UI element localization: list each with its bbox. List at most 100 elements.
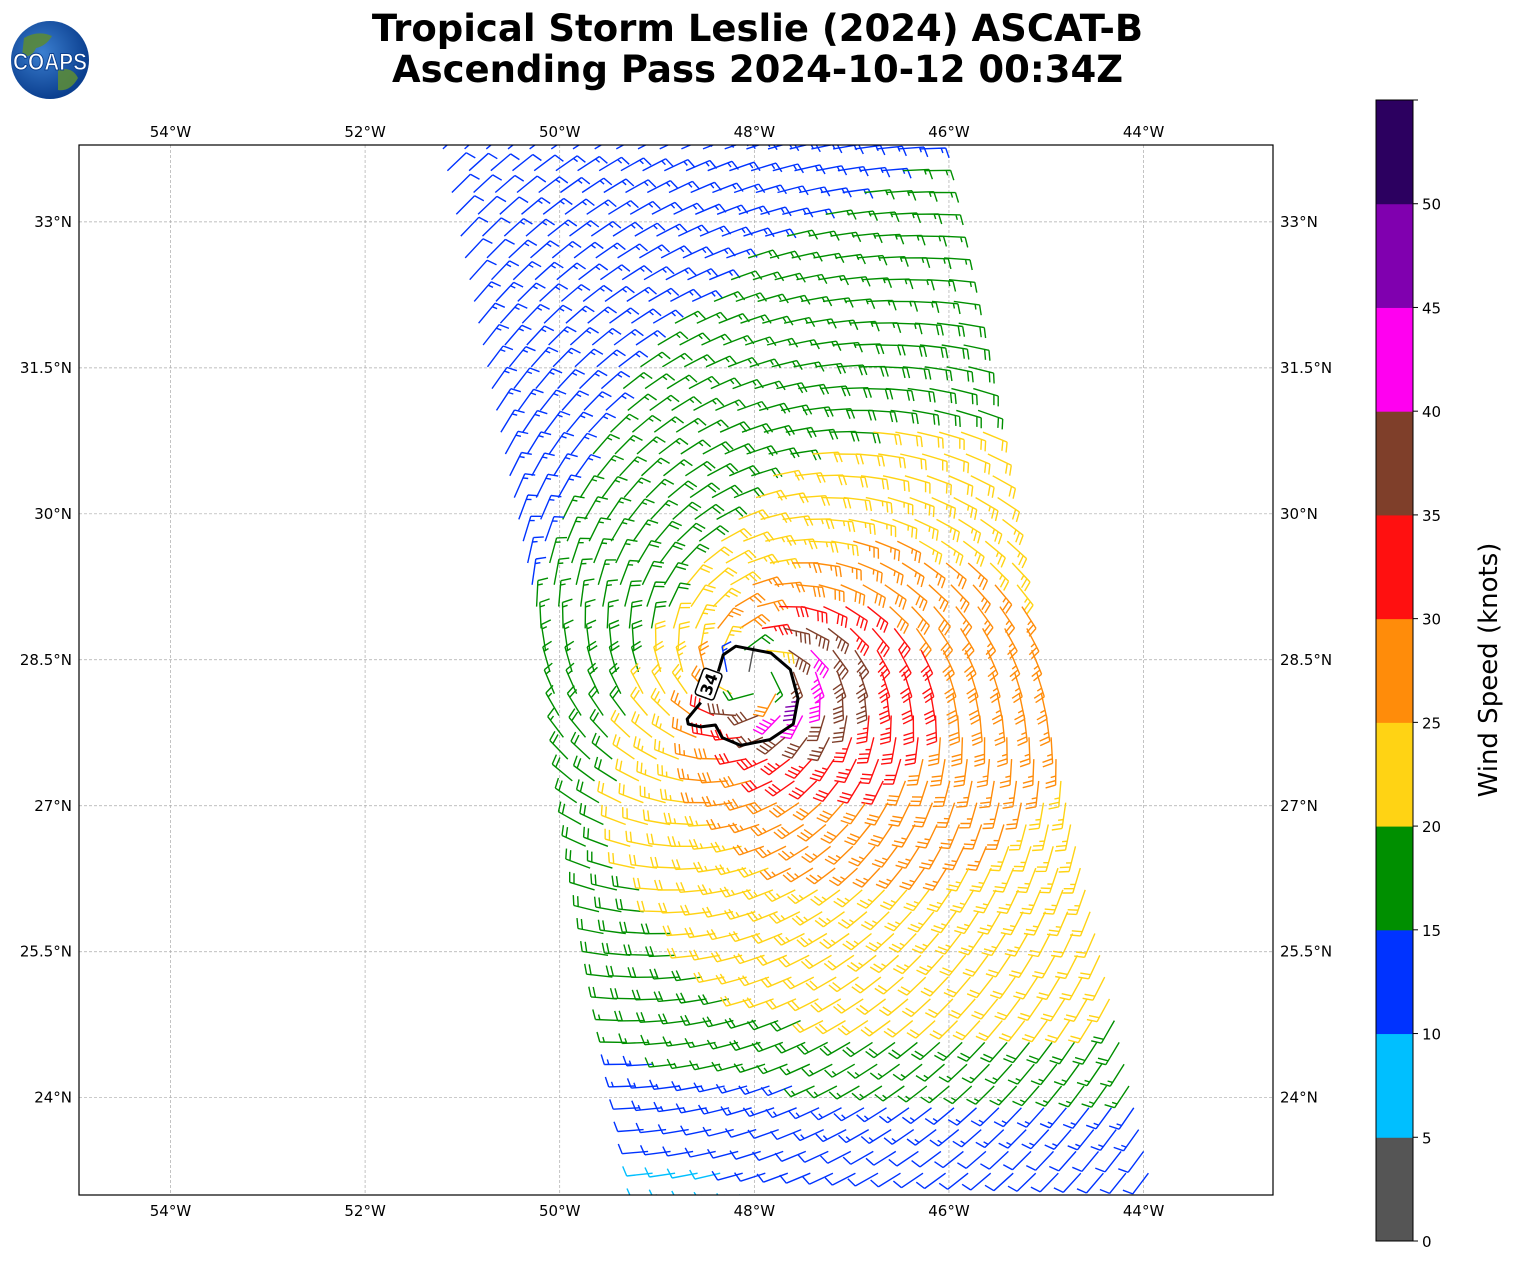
wind-barb (915, 1063, 945, 1082)
wind-barb (952, 1020, 981, 1041)
wind-barb (1002, 1150, 1032, 1171)
wind-barb (837, 911, 868, 929)
wind-barb (490, 260, 520, 281)
wind-barb (662, 1146, 694, 1157)
wind-barb (981, 933, 1007, 957)
wind-barb (994, 998, 1021, 1021)
wind-barb (900, 257, 931, 269)
wind-barb (597, 780, 622, 804)
coaps-logo: COAPS (11, 21, 89, 99)
wind-barb (1021, 1129, 1050, 1150)
wind-barb (756, 1063, 788, 1075)
wind-barb (1039, 1194, 1041, 1195)
wind-barb (1072, 1150, 1100, 1173)
wind-barb (623, 477, 651, 499)
wind-barb (762, 315, 794, 326)
wind-barb (569, 327, 599, 346)
wind-barb (724, 1017, 757, 1029)
wind-barb (902, 366, 932, 380)
wind-barb (809, 540, 839, 553)
wind-barb (651, 713, 675, 738)
wind-barb (573, 241, 604, 259)
wind-barb (455, 195, 485, 215)
wind-barb (957, 1041, 986, 1062)
wind-barb (760, 976, 792, 988)
wind-barb (639, 1145, 671, 1156)
wind-barb (588, 986, 617, 1000)
wind-barb (526, 431, 552, 455)
wind-barb (881, 1194, 883, 1195)
wind-barb (915, 1172, 947, 1190)
wind-barb (622, 807, 649, 826)
wind-barb (901, 998, 931, 1018)
wind-barb (708, 567, 738, 586)
wind-barb (921, 453, 948, 472)
wind-barb (705, 355, 738, 368)
wind-barb (864, 802, 889, 826)
wind-barb (855, 998, 887, 1015)
wind-barb (1004, 628, 1018, 660)
wind-barb (631, 414, 662, 433)
wind-barb (720, 527, 752, 542)
wind-barb (806, 1085, 838, 1099)
wind-barb (938, 1063, 968, 1083)
wind-barb (630, 663, 644, 695)
wind-barb (697, 772, 728, 784)
wind-barb (764, 780, 795, 797)
wind-barb (815, 362, 847, 375)
wind-barb (807, 736, 831, 762)
wind-barb (1053, 1172, 1082, 1194)
wind-barb (560, 284, 591, 302)
wind-barb (1017, 998, 1043, 1021)
wind-barb (725, 549, 757, 564)
wind-barb (813, 1194, 815, 1195)
wind-barb (998, 1129, 1027, 1149)
y-tick-label-left: 33°N (34, 213, 72, 231)
wind-barb (1085, 1107, 1112, 1130)
wind-barb (1058, 1085, 1085, 1108)
wind-barb (1033, 671, 1045, 704)
wind-barb (1063, 998, 1088, 1022)
wind-barb (844, 298, 876, 310)
y-tick-label-left: 31.5°N (20, 359, 72, 377)
wind-barb (604, 285, 635, 302)
wind-barb (759, 867, 792, 881)
wind-barb (627, 393, 657, 411)
wind-barb (596, 349, 626, 368)
wind-barb (814, 911, 845, 928)
wind-barb (575, 453, 601, 477)
wind-barb (840, 584, 866, 606)
x-tick-label-top: 54°W (150, 123, 192, 141)
y-tick-label-left: 25.5°N (20, 943, 72, 961)
wind-barb (948, 475, 974, 497)
wind-barb (507, 145, 515, 150)
wind-barb (689, 1169, 721, 1180)
wind-barb (557, 368, 586, 390)
wind-barb (1081, 1085, 1108, 1108)
wind-barb (977, 409, 1004, 430)
wind-barb (1039, 867, 1059, 894)
wind-barb (851, 1085, 883, 1101)
wind-barb (818, 584, 845, 603)
wind-barb (1055, 824, 1072, 852)
wind-barb (782, 867, 814, 883)
wind-barb (538, 176, 569, 194)
wind-barb (685, 460, 716, 477)
wind-barb (635, 330, 667, 346)
wind-barb (707, 462, 739, 477)
wind-barb (809, 693, 821, 724)
x-tick-label-bottom: 50°W (539, 1202, 581, 1220)
wind-barb (604, 828, 631, 847)
wind-barb (976, 759, 991, 788)
wind-barb (581, 177, 613, 194)
wind-barb (773, 823, 805, 840)
wind-barb (628, 599, 643, 629)
wind-barb (728, 931, 761, 943)
wind-barb (609, 685, 626, 716)
wind-barb (769, 250, 802, 261)
contour-34kt: 34 (685, 644, 800, 747)
wind-barb (924, 998, 954, 1019)
wind-barb (640, 351, 671, 368)
wind-barb (477, 195, 507, 215)
